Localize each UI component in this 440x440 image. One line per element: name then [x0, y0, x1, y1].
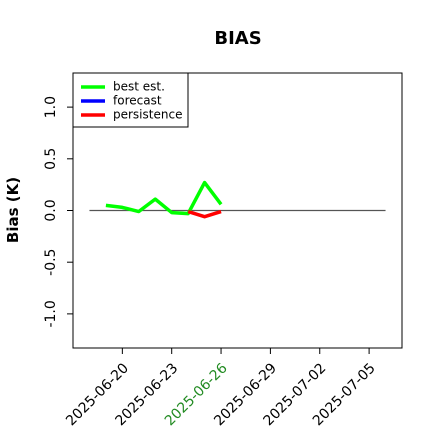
legend-label: forecast — [113, 94, 162, 108]
y-tick-label: -0.5 — [43, 249, 59, 276]
legend-label: persistence — [113, 108, 182, 122]
series-line — [187, 209, 222, 219]
y-axis-label: Bias (K) — [4, 177, 22, 243]
y-tick-label: 0.5 — [43, 148, 59, 170]
y-tick-label: 0.0 — [43, 199, 59, 221]
y-tick-label: -1.0 — [43, 300, 59, 327]
y-tick-label: 1.0 — [43, 96, 59, 118]
series-line — [105, 180, 223, 216]
legend-label: best est. — [113, 80, 165, 94]
chart-title: BIAS — [214, 28, 261, 49]
